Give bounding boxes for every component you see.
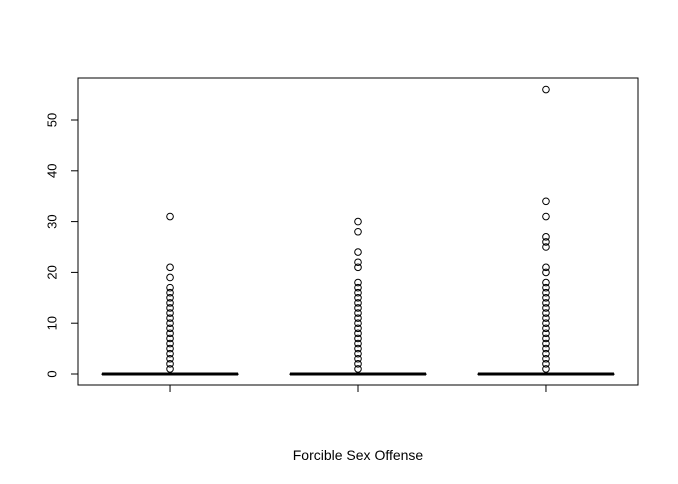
outlier-point — [354, 324, 362, 333]
outlier-point — [166, 354, 174, 363]
box-group — [477, 85, 615, 376]
outlier-point — [542, 268, 550, 277]
outlier-point — [166, 324, 174, 333]
outlier-point — [542, 334, 550, 343]
outlier-point — [166, 360, 174, 368]
outlier-point — [542, 314, 550, 322]
outlier-point — [542, 299, 550, 307]
y-tick-label: 50 — [44, 113, 59, 127]
outlier-point — [166, 339, 174, 348]
outlier-point — [542, 319, 550, 328]
outlier-point — [354, 329, 362, 338]
y-tick-label: 10 — [44, 316, 59, 330]
outlier-point — [354, 339, 362, 348]
outlier-point — [542, 238, 550, 246]
outlier-point — [166, 283, 174, 292]
outlier-point — [542, 344, 550, 353]
outlier-point — [354, 294, 362, 302]
y-tick-label: 20 — [44, 265, 59, 279]
outlier-point — [542, 288, 550, 297]
outlier-point — [542, 197, 550, 206]
outlier-point — [166, 344, 174, 353]
outlier-point — [354, 309, 362, 317]
outlier-point — [166, 294, 174, 302]
outlier-point — [166, 212, 174, 221]
outlier-point — [354, 365, 362, 373]
outlier-point — [542, 349, 550, 358]
y-tick-label: 0 — [44, 370, 59, 377]
outlier-point — [542, 263, 550, 272]
outlier-point — [542, 329, 550, 338]
outlier-point — [542, 360, 550, 368]
outlier-point — [166, 273, 174, 282]
outlier-point — [354, 299, 362, 307]
x-axis-title: Forcible Sex Offense — [293, 447, 424, 463]
outlier-point — [542, 304, 550, 312]
boxes — [101, 85, 615, 376]
outlier-point — [542, 283, 550, 292]
outlier-point — [166, 304, 174, 312]
outlier-point — [166, 365, 174, 373]
outlier-point — [542, 85, 550, 94]
y-tick-label: 30 — [44, 214, 59, 228]
outlier-point — [354, 354, 362, 363]
outlier-point — [542, 339, 550, 348]
outlier-point — [354, 227, 362, 236]
outlier-point — [542, 278, 550, 287]
outlier-point — [542, 324, 550, 333]
outlier-point — [354, 248, 362, 256]
outlier-point — [354, 304, 362, 312]
plot-frame — [77, 77, 639, 386]
outlier-point — [166, 329, 174, 338]
outlier-point — [354, 217, 362, 226]
outlier-point — [354, 288, 362, 297]
outlier-point — [166, 349, 174, 358]
outlier-point — [354, 278, 362, 287]
x-axis — [169, 384, 547, 392]
outlier-point — [354, 319, 362, 328]
outlier-point — [354, 360, 362, 368]
outlier-point — [542, 294, 550, 302]
outlier-point — [166, 319, 174, 328]
outlier-point — [166, 263, 174, 272]
outlier-point — [354, 258, 362, 267]
outlier-point — [166, 309, 174, 317]
outlier-point — [166, 299, 174, 307]
y-axis: 0 10 20 30 40 50 — [44, 113, 79, 378]
outlier-point — [166, 314, 174, 322]
outlier-point — [542, 354, 550, 363]
outlier-point — [542, 212, 550, 221]
y-tick-label: 40 — [44, 164, 59, 178]
outlier-point — [354, 349, 362, 358]
outlier-point — [354, 344, 362, 353]
box-group — [289, 217, 427, 376]
outlier-point — [354, 334, 362, 343]
outlier-point — [542, 309, 550, 317]
outlier-point — [354, 283, 362, 292]
outlier-point — [166, 334, 174, 343]
outlier-point — [166, 288, 174, 297]
outlier-point — [354, 263, 362, 272]
outlier-point — [354, 314, 362, 322]
box-group — [101, 212, 239, 376]
outlier-point — [542, 243, 550, 251]
outlier-point — [542, 365, 550, 373]
outlier-point — [542, 233, 550, 241]
